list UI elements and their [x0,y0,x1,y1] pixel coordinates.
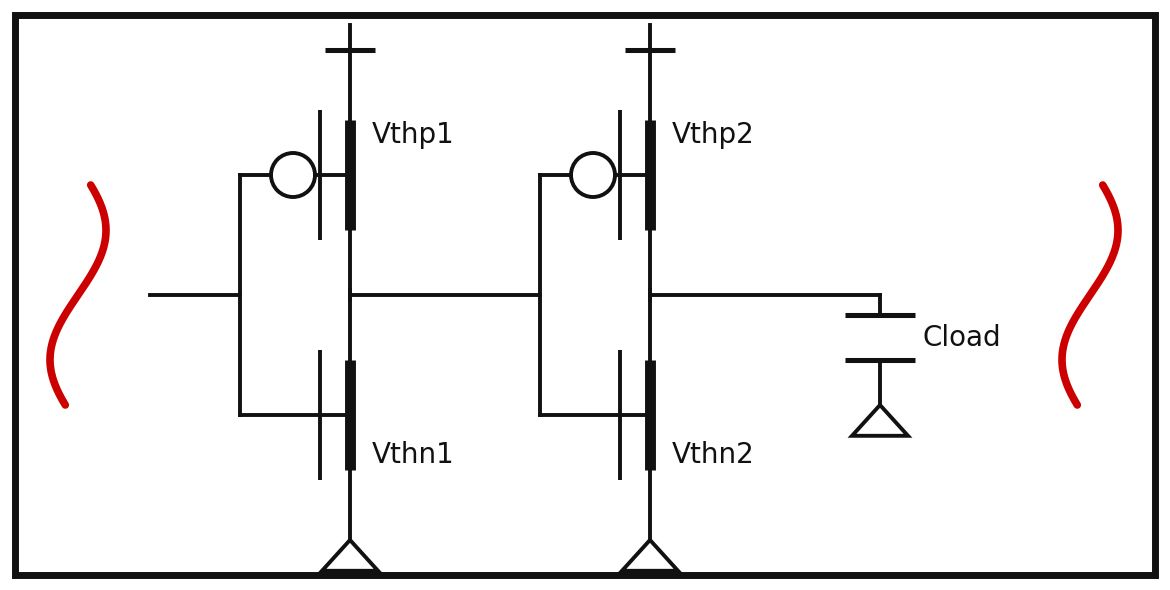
Text: Vthn2: Vthn2 [672,441,755,469]
Text: Vthp1: Vthp1 [372,121,455,149]
Text: Cload: Cload [922,323,1000,352]
Text: Vthn1: Vthn1 [372,441,455,469]
Text: Vthp2: Vthp2 [672,121,755,149]
